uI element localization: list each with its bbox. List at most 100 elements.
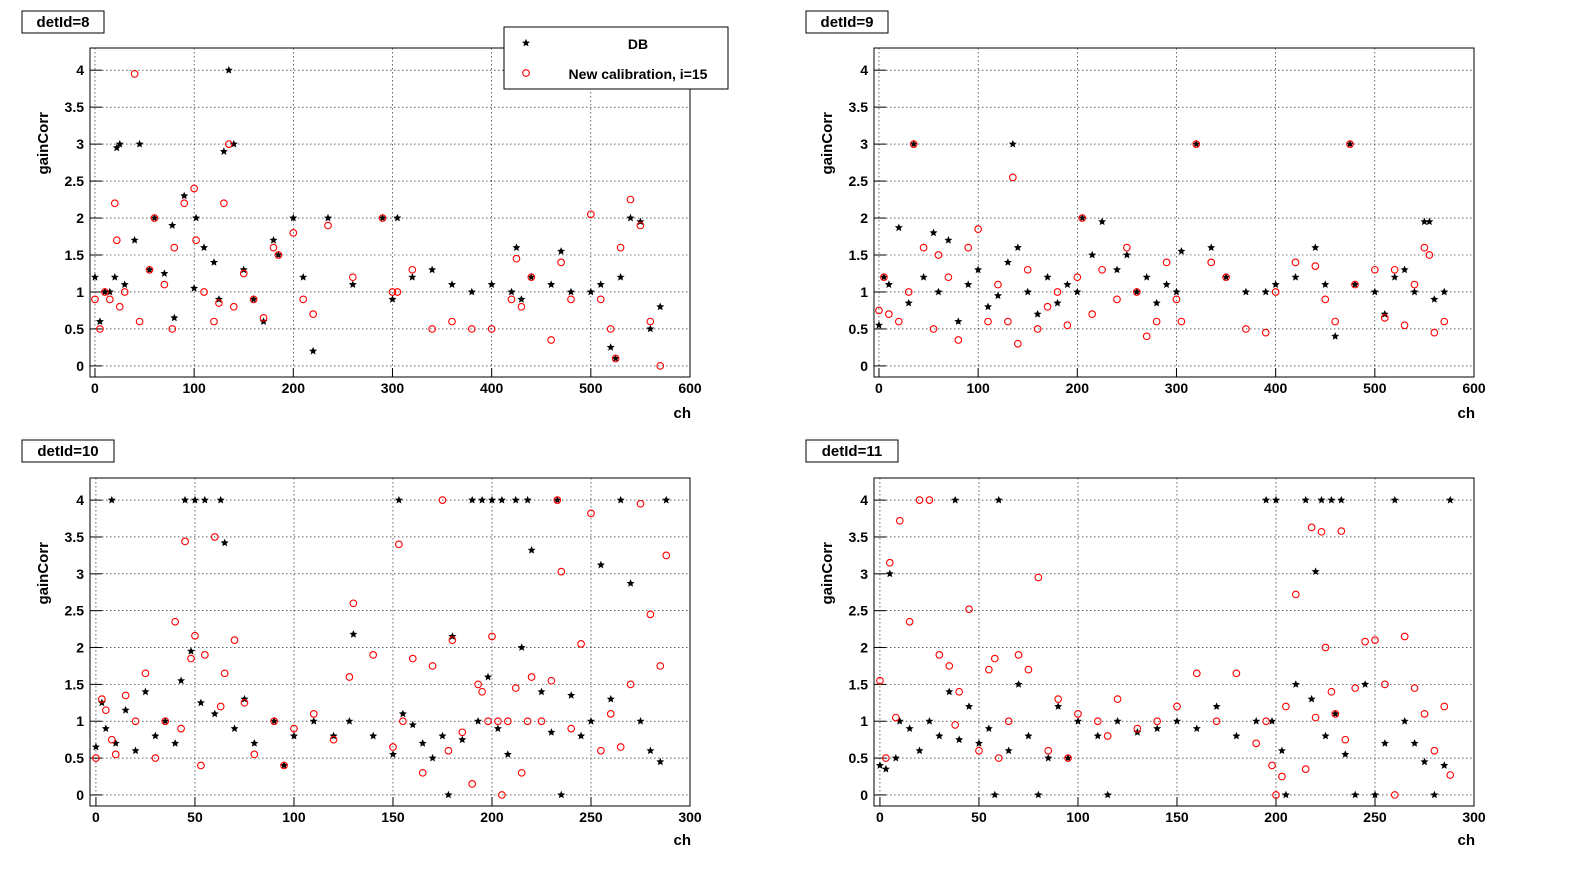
calibration-point <box>1317 527 1326 536</box>
calibration-point <box>557 258 565 267</box>
calibration-point <box>1004 317 1012 326</box>
calibration-point <box>1153 717 1162 726</box>
calibration-point <box>895 516 904 525</box>
calibration-point <box>1192 669 1201 678</box>
calibration-point <box>130 70 139 78</box>
calibration-point <box>239 269 248 278</box>
calibration-point <box>503 717 512 726</box>
calibration-point <box>1400 632 1409 641</box>
calibration-point <box>101 706 110 715</box>
db-point <box>1142 273 1151 281</box>
x-tick-label: 150 <box>381 809 405 825</box>
db-point <box>1044 753 1053 762</box>
calibration-point <box>965 605 973 614</box>
calibration-point <box>611 354 620 363</box>
calibration-point <box>399 717 407 726</box>
db-point <box>200 243 208 251</box>
db-point <box>1074 717 1082 725</box>
calibration-point <box>1008 173 1017 182</box>
calibration-point <box>150 214 159 222</box>
calibration-point <box>1390 791 1399 799</box>
calibration-point <box>428 662 437 670</box>
calibration-point <box>177 724 185 733</box>
db-point <box>170 313 179 322</box>
panel-title-box <box>805 439 899 463</box>
calibration-point <box>216 702 225 711</box>
calibration-point <box>567 295 575 304</box>
x-axis-label: ch <box>1457 832 1475 849</box>
db-point <box>1093 731 1102 740</box>
calibration-point <box>1272 791 1280 799</box>
db-point <box>348 280 357 288</box>
panel-title: detId=10 <box>37 443 98 460</box>
calibration-point <box>269 243 278 252</box>
y-tick-label: 1 <box>76 284 84 300</box>
calibration-point <box>161 717 170 726</box>
db-point <box>1004 746 1013 755</box>
db-point <box>135 139 144 148</box>
y-tick-label: 0 <box>860 787 868 803</box>
db-point <box>324 213 332 222</box>
db-point <box>250 739 259 747</box>
legend-label-new-calibration: New calibration, i=15 <box>569 66 708 82</box>
calibration-point <box>1331 710 1340 718</box>
calibration-point <box>91 295 99 304</box>
db-point <box>220 538 229 547</box>
db-point <box>280 761 289 769</box>
calibration-point <box>1420 243 1429 252</box>
db-point <box>587 717 595 725</box>
calibration-point <box>1044 746 1053 755</box>
db-point <box>161 717 170 725</box>
db-point <box>488 495 496 504</box>
db-point <box>522 38 530 47</box>
db-point <box>487 280 496 288</box>
calibration-point <box>131 717 140 726</box>
db-point <box>398 709 407 718</box>
calibration-point <box>891 713 900 722</box>
db-point <box>1103 790 1112 799</box>
calibration-point <box>662 551 671 560</box>
calibration-point <box>1222 273 1230 282</box>
x-tick-label: 300 <box>1462 809 1486 825</box>
y-tick-label: 0.5 <box>849 750 869 766</box>
calibration-point <box>388 288 397 296</box>
calibration-point <box>944 273 953 282</box>
calibration-point <box>101 288 109 296</box>
db-point <box>1132 287 1141 296</box>
db-point <box>210 258 218 266</box>
calibration-point <box>448 317 456 326</box>
db-point <box>171 739 180 747</box>
db-point <box>478 495 487 504</box>
calibration-point <box>393 288 402 296</box>
calibration-point <box>389 743 397 751</box>
calibration-point <box>606 325 615 333</box>
db-point <box>1420 757 1429 766</box>
db-point <box>444 790 453 799</box>
db-point <box>160 269 169 277</box>
db-point <box>428 753 437 762</box>
calibration-point <box>885 558 894 567</box>
calibration-point <box>1073 273 1082 282</box>
calibration-point <box>522 69 530 77</box>
calibration-point <box>507 295 516 304</box>
calibration-point <box>240 698 249 707</box>
db-point <box>141 687 150 696</box>
db-point <box>884 280 893 288</box>
calibration-point <box>192 236 200 245</box>
panel-title: detId=8 <box>37 14 90 31</box>
calibration-point <box>408 265 417 274</box>
db-point <box>974 265 983 274</box>
db-point <box>557 247 566 255</box>
y-tick-label: 2.5 <box>65 603 85 619</box>
calibration-point <box>448 636 457 645</box>
calibration-point <box>474 680 482 689</box>
db-point <box>168 221 177 229</box>
calibration-point <box>1371 636 1379 645</box>
calibration-point <box>324 221 332 230</box>
db-point <box>656 757 665 766</box>
calibration-point <box>1321 643 1330 652</box>
calibration-point <box>547 676 556 685</box>
calibration-point <box>984 317 992 326</box>
db-point <box>1054 702 1063 710</box>
db-point <box>1024 731 1033 740</box>
